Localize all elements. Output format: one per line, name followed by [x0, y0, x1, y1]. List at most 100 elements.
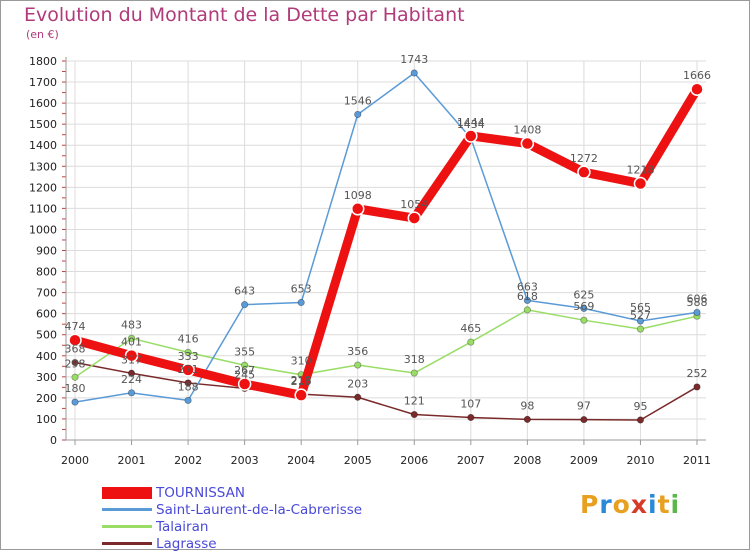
- data-point: [241, 301, 249, 309]
- data-label: 1434: [457, 118, 485, 131]
- data-point: [410, 69, 418, 77]
- data-label: 565: [630, 301, 651, 314]
- data-point: [520, 136, 535, 151]
- legend-item: Talairan: [102, 518, 362, 535]
- data-point: [350, 202, 365, 216]
- data-point: [690, 82, 704, 96]
- data-label: 252: [687, 367, 708, 380]
- data-label: 1054: [400, 198, 428, 211]
- data-point: [636, 325, 645, 333]
- data-label: 180: [65, 382, 86, 395]
- legend-swatch: [102, 541, 152, 545]
- data-label: 401: [121, 336, 142, 349]
- data-point: [354, 393, 362, 401]
- data-point: [354, 110, 362, 119]
- legend-item: TOURNISSAN: [102, 484, 362, 501]
- chart-title: Evolution du Montant de la Dette par Hab…: [24, 4, 465, 26]
- x-tick-label: 2000: [61, 454, 89, 467]
- y-tick-label: 1100: [29, 202, 57, 215]
- y-tick-label: 400: [36, 350, 57, 363]
- data-point: [354, 361, 362, 369]
- data-label: 643: [234, 285, 255, 298]
- data-label: 213: [291, 375, 312, 388]
- data-label: 356: [347, 345, 368, 358]
- data-label: 416: [178, 332, 199, 345]
- legend-item: Lagrasse: [102, 535, 362, 552]
- y-tick-label: 500: [36, 329, 57, 342]
- legend: TOURNISSAN Saint-Laurent-de-la-Cabreriss…: [102, 484, 362, 552]
- data-label: 107: [460, 397, 481, 410]
- data-label: 310: [291, 355, 312, 368]
- y-tick-label: 600: [36, 308, 57, 321]
- y-tick-label: 1300: [29, 160, 57, 173]
- legend-item: Saint-Laurent-de-la-Cabrerisse: [102, 501, 362, 518]
- data-label: 368: [65, 343, 86, 356]
- data-label: 333: [178, 350, 199, 363]
- legend-swatch: [102, 486, 152, 499]
- data-label: 318: [404, 353, 425, 366]
- data-label: 121: [404, 395, 425, 408]
- data-point: [184, 396, 192, 405]
- logo-letter: x: [630, 490, 648, 519]
- series-line: [74, 72, 698, 403]
- y-tick-label: 300: [36, 371, 57, 384]
- data-label: 1444: [457, 116, 485, 129]
- legend-label: Saint-Laurent-de-la-Cabrerisse: [156, 501, 363, 518]
- x-tick-label: 2006: [400, 454, 428, 467]
- data-label: 1666: [683, 69, 711, 82]
- data-point: [523, 296, 531, 305]
- proxiti-logo: Proxiti: [580, 490, 680, 519]
- data-label: 267: [234, 364, 255, 377]
- x-tick-label: 2005: [344, 454, 372, 467]
- data-label: 355: [234, 345, 255, 358]
- data-point: [693, 308, 701, 317]
- x-tick-label: 2009: [570, 454, 598, 467]
- data-point: [68, 333, 82, 347]
- data-label: 653: [291, 283, 312, 296]
- data-point: [181, 363, 195, 377]
- data-label: 474: [65, 320, 86, 333]
- logo-letter: t: [657, 490, 671, 519]
- y-tick-label: 700: [36, 287, 57, 300]
- x-tick-label: 2003: [231, 454, 259, 467]
- series-line: [74, 309, 698, 379]
- data-point: [71, 398, 79, 406]
- data-label: 625: [573, 288, 594, 301]
- y-tick-label: 100: [36, 413, 57, 426]
- data-label: 95: [633, 400, 647, 413]
- data-label: 1546: [344, 94, 372, 107]
- data-point: [523, 415, 531, 423]
- y-tick-label: 1500: [29, 118, 57, 131]
- x-tick-label: 2007: [457, 454, 485, 467]
- data-point: [71, 373, 79, 381]
- data-label: 1743: [400, 53, 428, 66]
- y-tick-label: 0: [50, 434, 57, 447]
- data-point: [467, 338, 475, 346]
- logo-letter: i: [648, 490, 658, 519]
- data-point: [127, 389, 136, 397]
- data-point: [636, 416, 645, 424]
- data-point: [241, 361, 249, 369]
- data-label: 317: [121, 353, 142, 366]
- data-point: [294, 388, 308, 402]
- series-line: [74, 361, 698, 421]
- y-tick-label: 1600: [29, 97, 57, 110]
- data-point: [410, 369, 418, 377]
- data-label: 203: [347, 377, 368, 390]
- data-label: 97: [577, 400, 591, 413]
- data-point: [580, 304, 588, 313]
- data-point: [467, 413, 475, 422]
- data-point: [297, 298, 305, 307]
- data-point: [127, 334, 136, 342]
- line-chart: 0 100 200 300 400 500 600 700 800 900 1000 1100 1200…: [29, 53, 711, 467]
- logo-letter: i: [670, 490, 681, 519]
- data-point: [407, 211, 422, 225]
- data-label: 465: [460, 322, 481, 335]
- data-point: [184, 379, 192, 387]
- data-label: 98: [520, 399, 534, 412]
- data-label: 224: [121, 373, 142, 386]
- legend-label: Lagrasse: [156, 535, 217, 552]
- data-label: 618: [517, 290, 538, 303]
- data-label: 188: [178, 380, 199, 393]
- legend-swatch: [102, 524, 152, 528]
